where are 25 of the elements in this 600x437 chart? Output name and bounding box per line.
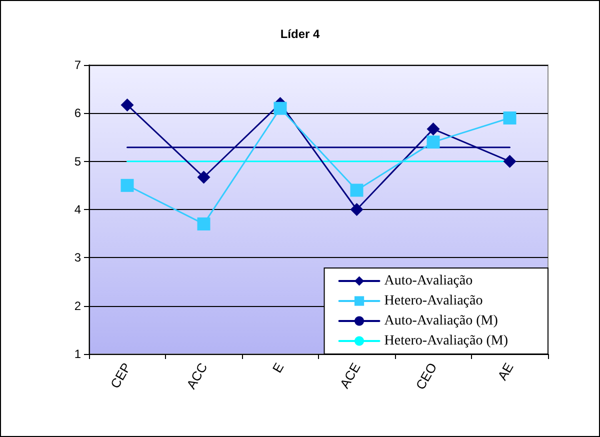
y-tick-label: 4 bbox=[74, 202, 82, 216]
point bbox=[426, 136, 440, 149]
y-tick-label: 1 bbox=[74, 347, 82, 361]
chart-title: Líder 4 bbox=[280, 27, 320, 41]
legend-label: Auto-Avaliação (M) bbox=[384, 314, 498, 328]
point bbox=[503, 154, 516, 168]
x-tick-label: AE bbox=[494, 360, 516, 383]
y-tick-label: 5 bbox=[74, 154, 82, 168]
y-tick-label: 6 bbox=[74, 106, 82, 120]
point bbox=[197, 170, 210, 184]
y-tick-label: 7 bbox=[74, 58, 82, 72]
point bbox=[350, 203, 364, 216]
x-tick-label: E bbox=[269, 360, 287, 376]
legend-label: Hetero-Avaliação (M) bbox=[384, 334, 508, 348]
point bbox=[197, 217, 210, 230]
legend-label: Hetero-Avaliação bbox=[384, 294, 483, 308]
point bbox=[503, 111, 516, 124]
point bbox=[120, 98, 134, 112]
point bbox=[274, 102, 287, 115]
legend-label: Auto-Avaliação bbox=[384, 274, 473, 288]
y-tick-label: 2 bbox=[74, 298, 82, 313]
point bbox=[426, 122, 440, 136]
point bbox=[350, 184, 364, 197]
y-tick-label: 3 bbox=[74, 250, 82, 265]
point bbox=[120, 178, 134, 192]
